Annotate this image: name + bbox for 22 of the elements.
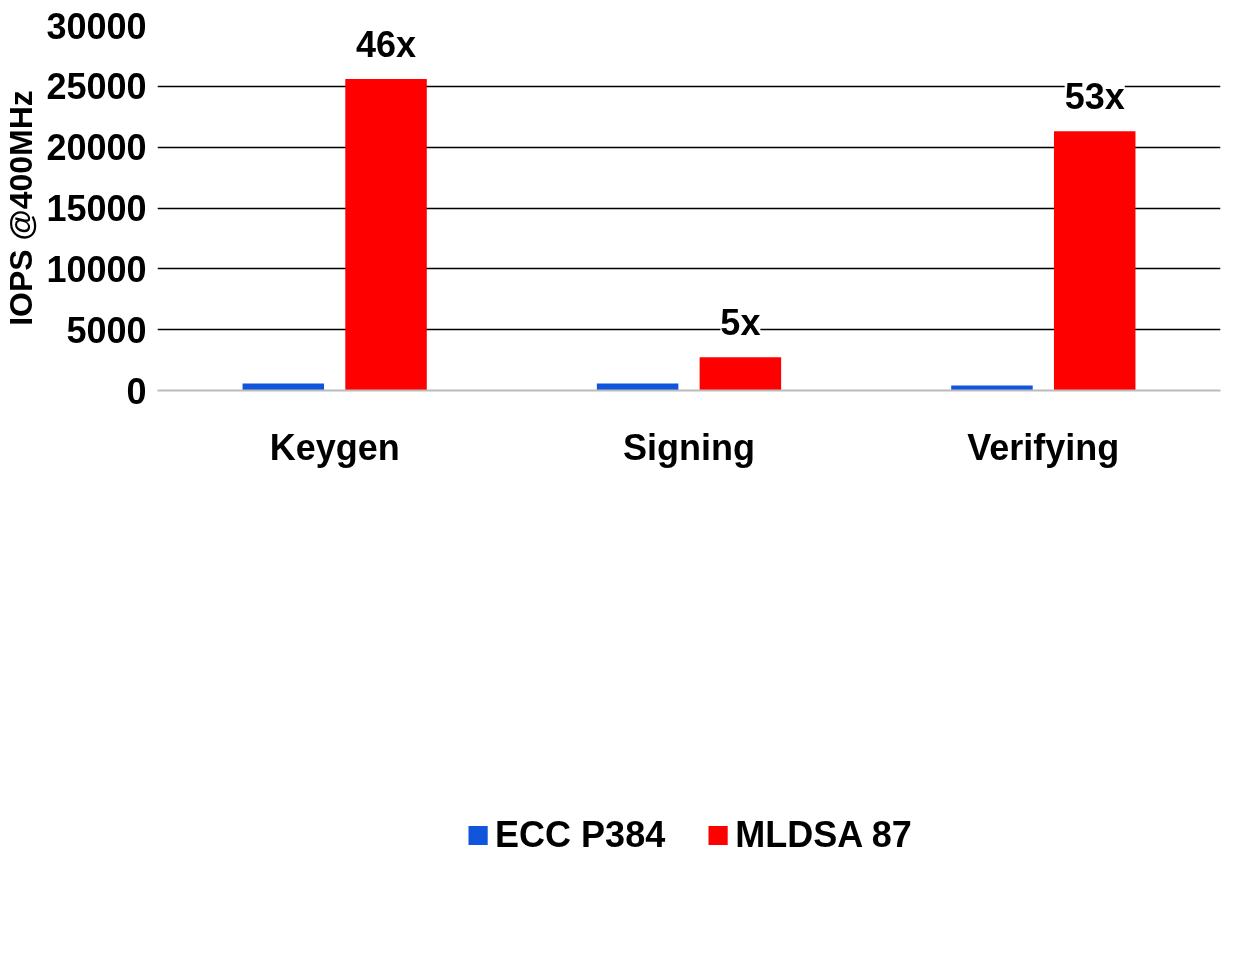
annotation: 5x — [720, 302, 761, 344]
bar — [596, 383, 679, 391]
y-tick-label: 0 — [126, 370, 147, 412]
x-tick-label: Keygen — [269, 426, 400, 468]
y-tick-label: 10000 — [46, 248, 147, 290]
x-tick-label: Verifying — [967, 426, 1120, 468]
bar — [345, 79, 427, 391]
bar — [242, 383, 325, 391]
y-tick-label: 30000 — [46, 5, 147, 47]
bar — [699, 357, 782, 391]
bar — [951, 385, 1033, 391]
y-tick-label: 25000 — [46, 66, 147, 108]
y-tick-label: 20000 — [46, 127, 147, 169]
y-tick-label: 15000 — [46, 188, 147, 229]
annotation: 46x — [356, 24, 417, 66]
x-tick-label: Signing — [623, 426, 755, 468]
legend-label: ECC P384 — [495, 813, 666, 856]
legend-label: MLDSA 87 — [735, 813, 912, 856]
y-tick-label: 5000 — [66, 309, 147, 351]
annotation: 53x — [1064, 76, 1125, 118]
bar — [1053, 131, 1136, 391]
y-axis-title: IOPS @400MHz — [3, 90, 40, 326]
